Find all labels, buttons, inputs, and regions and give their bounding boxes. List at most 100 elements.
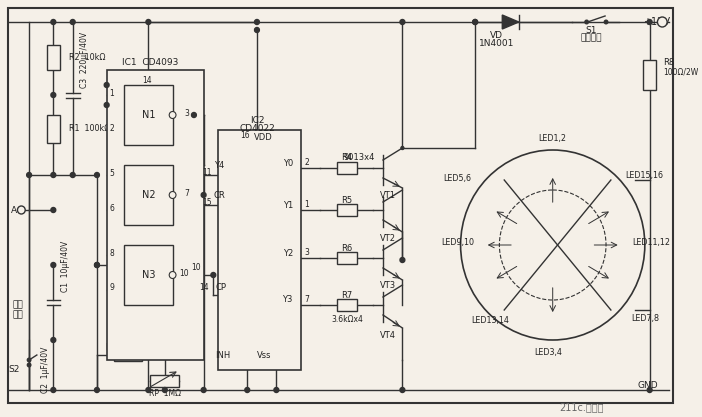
Text: +12V: +12V: [643, 17, 670, 27]
Circle shape: [585, 20, 588, 24]
Circle shape: [201, 387, 206, 392]
Text: 14: 14: [199, 284, 208, 292]
Bar: [124, 165, 173, 225]
Circle shape: [51, 208, 55, 213]
Text: 9013x4: 9013x4: [343, 153, 374, 163]
Text: N2: N2: [142, 190, 155, 200]
Text: 100Ω/2W: 100Ω/2W: [663, 68, 698, 76]
Circle shape: [51, 387, 55, 392]
Text: R1  100kΩ: R1 100kΩ: [69, 123, 110, 133]
Circle shape: [401, 146, 404, 150]
Text: 9: 9: [110, 284, 114, 292]
Text: 5: 5: [110, 168, 114, 178]
Text: C1  10μF/40V: C1 10μF/40V: [61, 241, 70, 292]
Text: N3: N3: [142, 270, 155, 280]
Text: 7: 7: [304, 294, 309, 304]
Text: 14: 14: [143, 75, 152, 85]
Text: LED3,4: LED3,4: [534, 347, 562, 357]
Text: 6: 6: [110, 203, 114, 213]
Text: LED5,6: LED5,6: [444, 173, 472, 183]
Bar: [124, 245, 173, 305]
Circle shape: [104, 103, 109, 108]
Bar: [46, 115, 60, 143]
Bar: [218, 130, 300, 370]
Bar: [150, 375, 180, 387]
Text: S2: S2: [9, 365, 20, 374]
Text: INH: INH: [216, 351, 231, 359]
Text: R3  100kΩ: R3 100kΩ: [106, 342, 146, 352]
Text: 电源开关: 电源开关: [581, 33, 602, 43]
Circle shape: [146, 20, 151, 25]
Text: VT1: VT1: [380, 191, 396, 199]
Text: 10: 10: [180, 269, 189, 277]
Text: GND: GND: [637, 380, 658, 389]
Circle shape: [400, 387, 405, 392]
Text: R8: R8: [663, 58, 675, 66]
Circle shape: [51, 20, 55, 25]
Text: Y1: Y1: [283, 201, 293, 209]
Circle shape: [169, 111, 176, 118]
Text: 1: 1: [304, 199, 309, 208]
Bar: [643, 60, 656, 90]
Text: S1: S1: [585, 25, 597, 35]
Text: LED15,16: LED15,16: [625, 171, 663, 179]
Text: Vss: Vss: [256, 351, 271, 359]
Circle shape: [51, 337, 55, 342]
Circle shape: [647, 387, 652, 392]
Text: R6: R6: [341, 244, 353, 253]
Circle shape: [255, 28, 259, 33]
Circle shape: [70, 173, 75, 178]
Circle shape: [400, 20, 405, 25]
Text: 16: 16: [241, 131, 250, 140]
Circle shape: [169, 271, 176, 279]
Bar: [338, 299, 357, 311]
Text: Y3: Y3: [282, 296, 293, 304]
Circle shape: [95, 262, 100, 267]
Circle shape: [162, 387, 167, 392]
Text: IC2: IC2: [250, 116, 264, 125]
Text: 2: 2: [110, 123, 114, 133]
Text: 211c.电路网: 211c.电路网: [559, 402, 604, 412]
Text: IC1  CD4093: IC1 CD4093: [122, 58, 178, 66]
Text: LED11,12: LED11,12: [633, 238, 670, 246]
Text: 7: 7: [184, 188, 189, 198]
Text: RP  1MΩ: RP 1MΩ: [149, 389, 181, 397]
Circle shape: [647, 20, 652, 25]
Text: VD: VD: [490, 30, 503, 40]
Text: VT3: VT3: [380, 281, 396, 291]
Text: VT2: VT2: [380, 234, 396, 243]
Bar: [46, 45, 60, 70]
Text: C2  1μF/40V: C2 1μF/40V: [41, 347, 50, 393]
Polygon shape: [503, 15, 519, 29]
Text: CP: CP: [216, 284, 227, 292]
Text: 2: 2: [304, 158, 309, 166]
Circle shape: [604, 20, 608, 24]
Text: Y0: Y0: [283, 158, 293, 168]
Text: 8: 8: [110, 249, 114, 258]
Circle shape: [51, 93, 55, 98]
Bar: [114, 349, 142, 361]
Text: R4: R4: [342, 153, 352, 161]
Circle shape: [27, 173, 32, 178]
Text: LED7,8: LED7,8: [631, 314, 658, 322]
Text: 3: 3: [304, 248, 309, 256]
Circle shape: [95, 387, 100, 392]
Circle shape: [104, 83, 109, 88]
Text: Y2: Y2: [283, 249, 293, 258]
Text: 11: 11: [202, 168, 211, 176]
Text: CD4022: CD4022: [239, 123, 275, 133]
Circle shape: [51, 173, 55, 178]
Text: VDD: VDD: [254, 133, 273, 143]
Text: 1: 1: [110, 88, 114, 98]
Bar: [338, 204, 357, 216]
Circle shape: [18, 206, 25, 214]
Circle shape: [27, 358, 31, 362]
Circle shape: [472, 20, 477, 25]
Text: 转门
开关: 转门 开关: [12, 300, 23, 320]
Text: R7: R7: [341, 291, 353, 299]
Text: 10: 10: [191, 264, 201, 272]
Circle shape: [51, 262, 55, 267]
Text: LED1,2: LED1,2: [538, 133, 567, 143]
Bar: [338, 162, 357, 174]
Circle shape: [146, 387, 151, 392]
